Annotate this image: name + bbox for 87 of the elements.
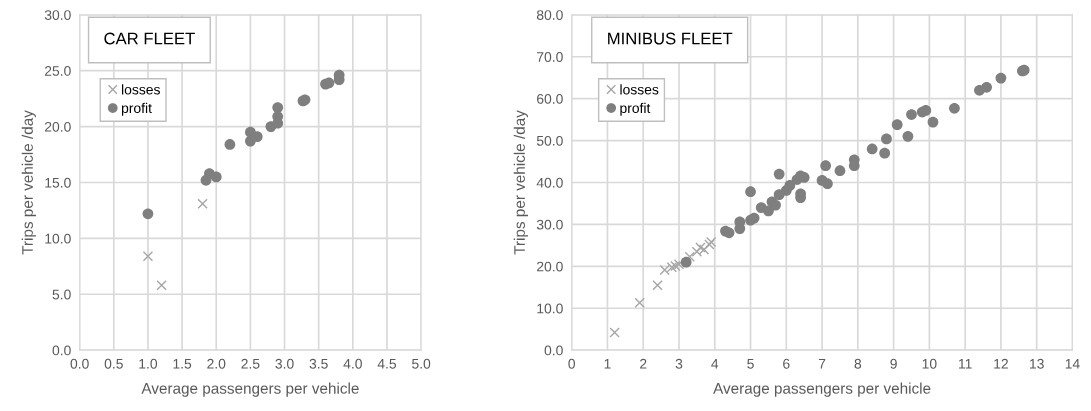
point (670, 260, 681, 272)
point (634, 297, 645, 308)
point (652, 279, 663, 291)
x-tick-label: 9 (890, 358, 897, 369)
y-tick-label: 10.0 (45, 233, 71, 244)
point (995, 72, 1007, 84)
point (881, 133, 892, 145)
point (920, 105, 932, 116)
y-tick-label: 15.0 (45, 177, 71, 188)
x-tick-label: 7 (818, 359, 826, 369)
point (745, 186, 756, 198)
x-tick-label: 2.5 (241, 358, 260, 369)
legend-label: losses (122, 84, 160, 95)
x-axis-title: Average passengers per vehicle (141, 382, 359, 397)
y-tick-label: 40.0 (536, 177, 563, 188)
x-axis-title: Average passengers per vehicle (713, 382, 931, 397)
x-tick-label: 12 (994, 358, 1008, 369)
point (784, 180, 796, 191)
point (272, 102, 284, 113)
y-axis-title: Trips per vehicle /day (513, 110, 528, 255)
y-tick-label: 30.0 (44, 10, 71, 20)
y-tick-label: 10.0 (537, 303, 563, 314)
text: MINIBUS FLEET (608, 32, 733, 45)
point (902, 130, 914, 142)
x-tick-label: 6 (783, 358, 790, 369)
point (891, 119, 903, 131)
y-tick-label: 20.0 (537, 261, 563, 272)
point (680, 256, 692, 268)
y-tick-label: 30.0 (536, 219, 563, 230)
y-axis-title: Trips per vehicle /day (21, 110, 36, 255)
legend-label: profit (620, 102, 651, 116)
x-tick-label: 0.0 (70, 358, 89, 369)
point (684, 251, 695, 262)
legend-label: losses (620, 84, 659, 95)
x-tick-label: 1.5 (173, 359, 192, 369)
point (834, 165, 846, 177)
x-tick-label: 4.5 (377, 359, 397, 369)
point (981, 81, 992, 93)
point (820, 160, 832, 172)
x-tick-label: 4 (711, 359, 719, 369)
x-tick-label: 13 (1030, 358, 1044, 369)
point (773, 168, 785, 180)
x-tick-label: 5.0 (412, 358, 431, 369)
point (748, 212, 760, 224)
point (197, 198, 208, 209)
x-tick-label: 1.0 (139, 358, 158, 369)
x-tick-label: 3.0 (275, 358, 294, 369)
point (609, 327, 620, 338)
y-tick-label: 0.0 (544, 345, 563, 356)
point (142, 251, 154, 262)
x-tick-label: 14 (1065, 359, 1080, 369)
y-tick-label: 0.0 (52, 345, 71, 356)
x-tick-label: 0.5 (104, 358, 123, 369)
x-tick-label: 8 (854, 358, 862, 369)
y-tick-label: 60.0 (537, 93, 563, 104)
x-tick-label: 5 (747, 359, 754, 369)
x-tick-label: 2 (640, 358, 647, 369)
x-tick-label: 3.5 (309, 358, 328, 369)
x-tick-label: 2.0 (207, 358, 226, 369)
point (906, 109, 917, 120)
y-tick-label: 50.0 (536, 135, 563, 146)
y-tick-label: 25.0 (44, 66, 71, 76)
point (224, 139, 236, 150)
point (666, 261, 678, 273)
x-tick-label: 3 (675, 358, 683, 369)
point (673, 259, 685, 270)
x-tick-label: 0 (568, 358, 575, 369)
text: CAR FLEET (104, 32, 195, 45)
x-tick-label: 10 (922, 358, 937, 369)
y-tick-label: 80.0 (536, 10, 563, 20)
x-tick-label: 11 (958, 359, 972, 369)
x-tick-label: 1 (604, 359, 611, 369)
y-tick-label: 70.0 (537, 52, 563, 62)
point (866, 143, 878, 155)
y-tick-label: 20.0 (44, 121, 71, 132)
point (822, 178, 833, 190)
y-tick-label: 5.0 (52, 289, 71, 300)
point (142, 208, 154, 220)
point (156, 280, 167, 291)
point (949, 102, 960, 114)
point (210, 171, 222, 183)
point (763, 205, 774, 217)
x-tick-label: 4.0 (343, 358, 362, 369)
point (927, 116, 939, 128)
point (659, 264, 670, 276)
point (879, 147, 891, 159)
legend-label: profit (121, 102, 152, 116)
